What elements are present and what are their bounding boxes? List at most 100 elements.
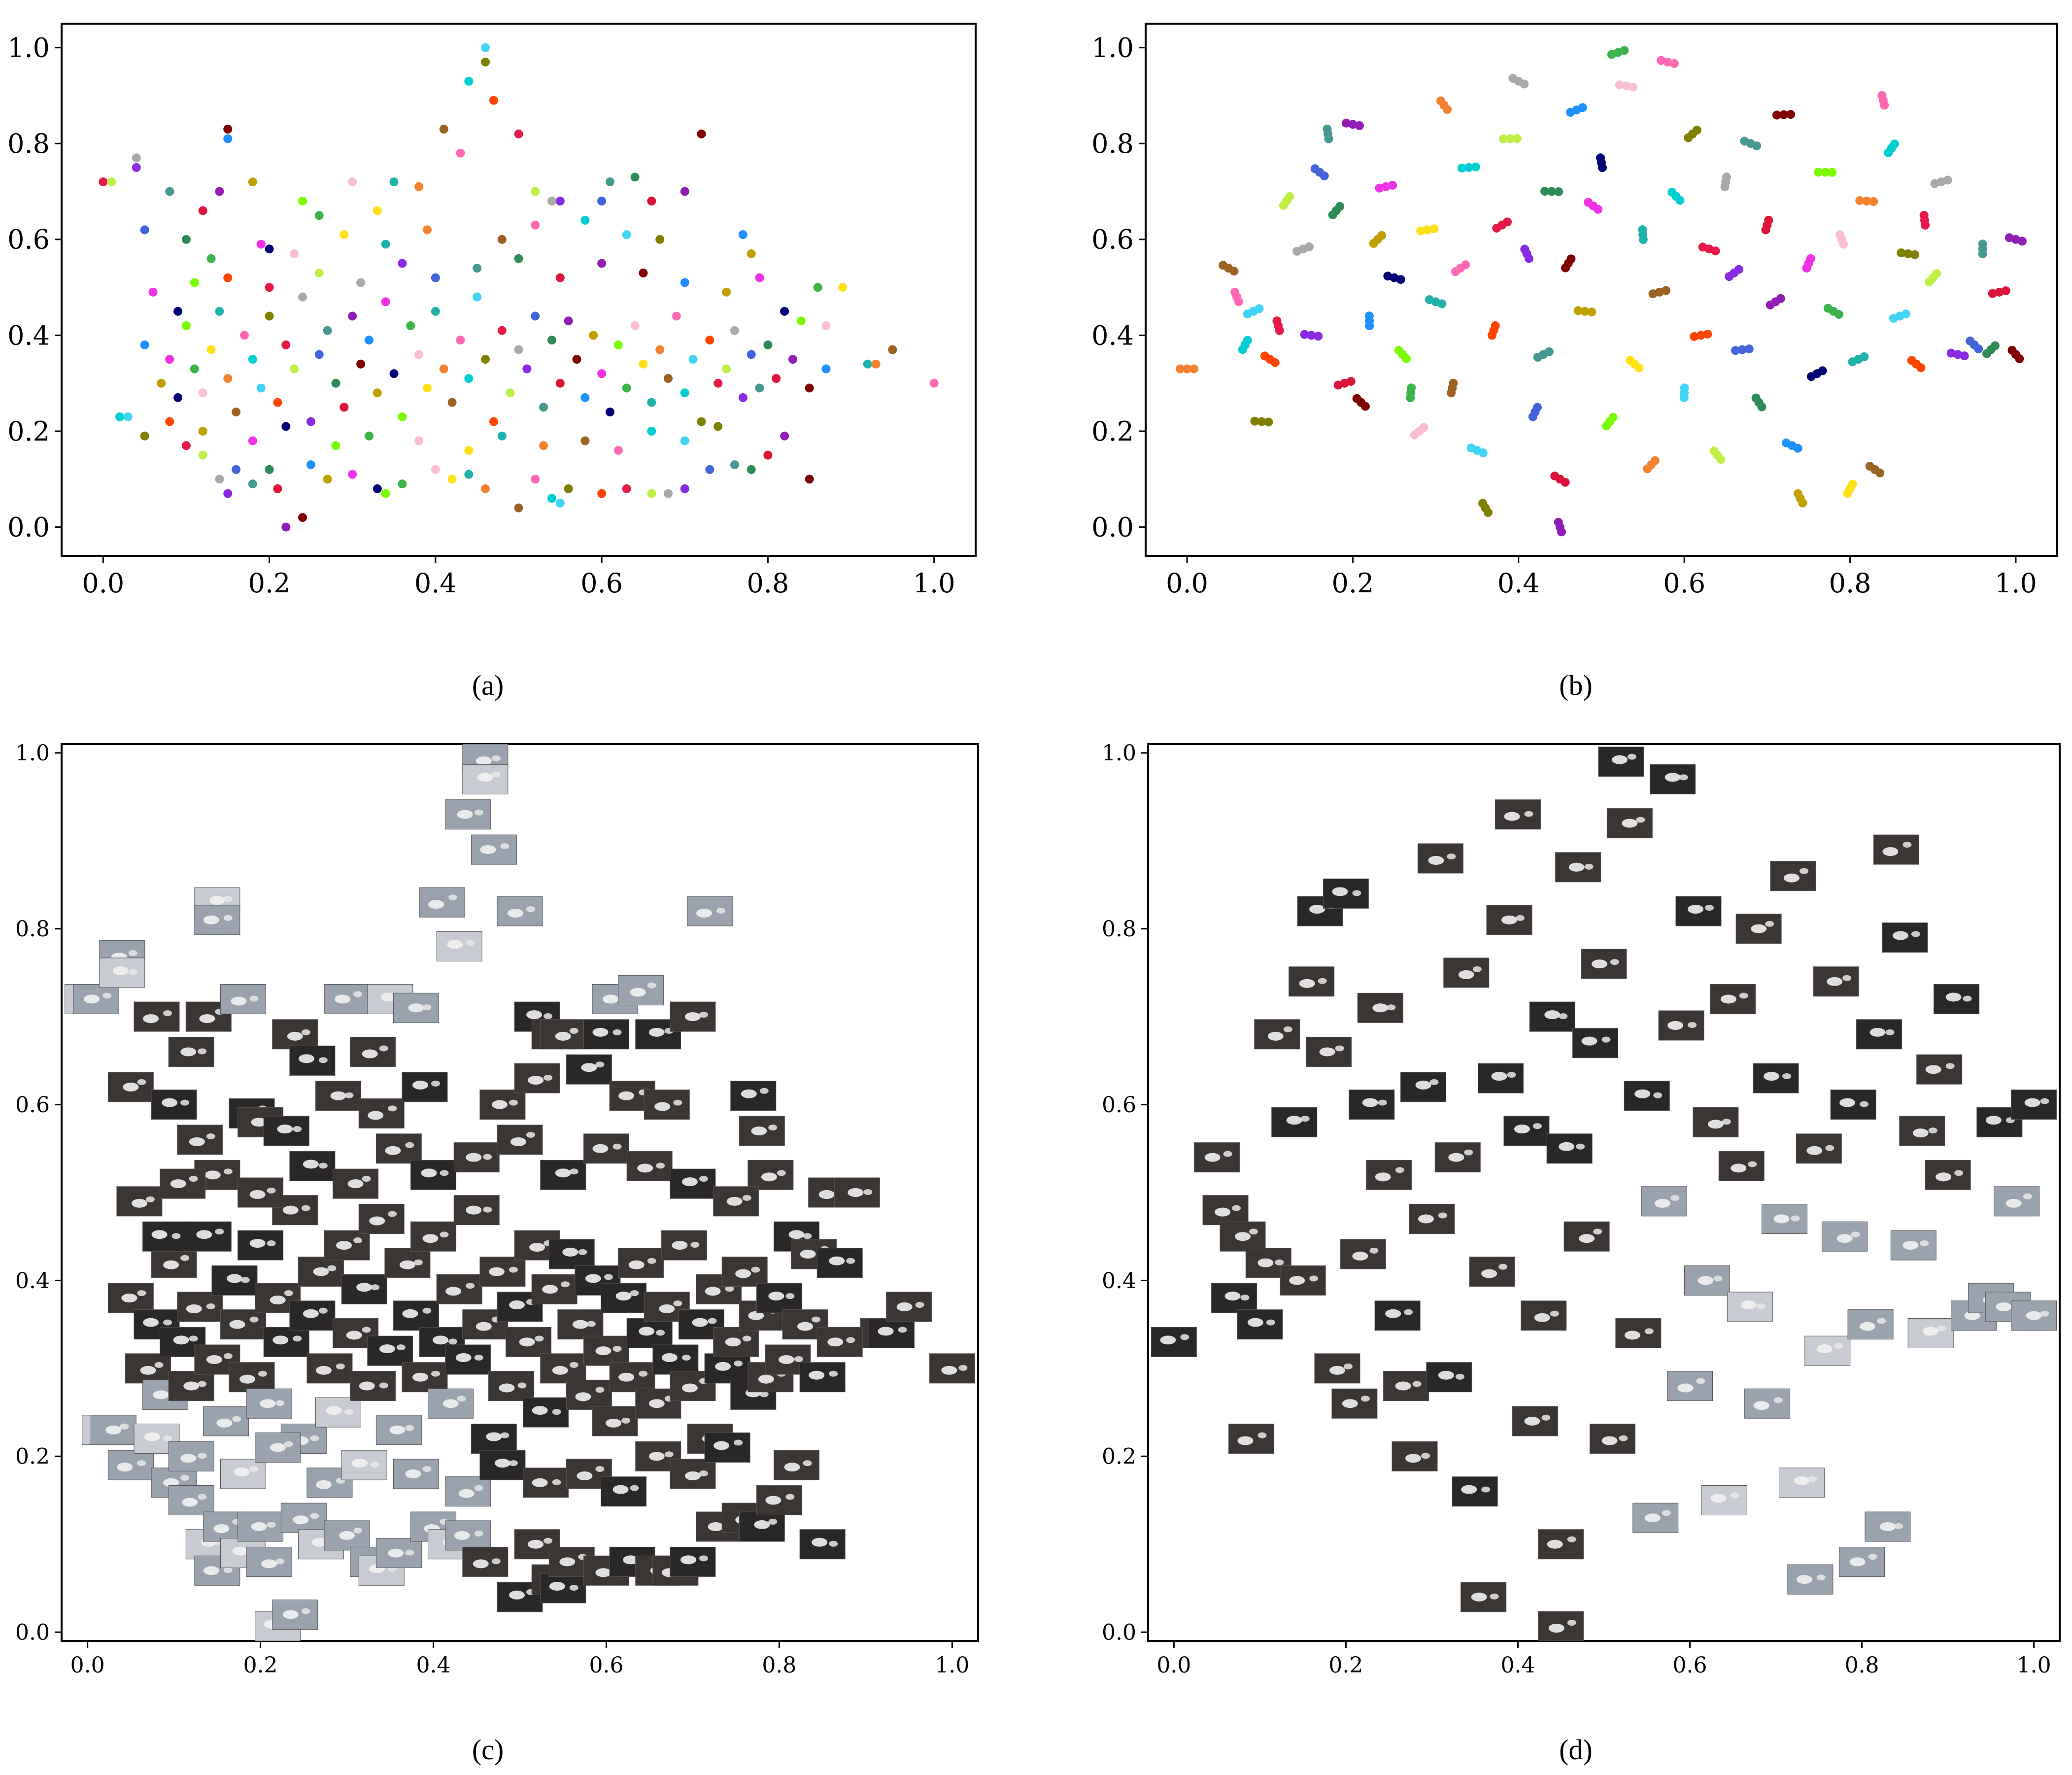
point-b-49-0 [1615, 80, 1624, 90]
y-tick-label-a-0: 0.0 [7, 512, 50, 543]
point-a-2 [132, 153, 141, 163]
point-a-15 [314, 211, 324, 220]
point-a-26 [514, 129, 523, 138]
x-tick-label-d-0: 0.0 [1156, 1653, 1191, 1678]
thumbnail-c-75 [540, 1573, 586, 1604]
axes-c: 0.0 0.2 0.4 0.6 0.8 1.0 0.0 0.2 0.4 0.6 0.8 1.0 [15, 741, 969, 1678]
point-b-71-2 [1802, 264, 1811, 273]
thumbnail-d-69 [1778, 1468, 1825, 1498]
point-b-22-2 [1406, 393, 1415, 403]
thumbnail-d-38 [1521, 1300, 1567, 1331]
thumbnail-d-28 [1434, 1142, 1481, 1173]
y-tick-label-d-4: 0.8 [1102, 917, 1136, 942]
thumbnail-c-16 [324, 984, 370, 1014]
thumbnail-c-122 [410, 1221, 457, 1252]
point-b-46-2 [1597, 163, 1607, 172]
thumbnail-c-162 [756, 1283, 802, 1313]
point-a-71 [481, 484, 490, 493]
point-a-42 [821, 321, 831, 330]
point-b-78-2 [1869, 197, 1878, 206]
point-a-183 [314, 268, 324, 277]
thumbnail-c-157 [713, 1327, 759, 1357]
thumbnail-c-167 [168, 1441, 214, 1471]
y-tick-label-d-0: 0.0 [1102, 1620, 1136, 1645]
point-a-96 [215, 307, 224, 316]
point-a-173 [464, 445, 474, 455]
point-a-31 [606, 177, 614, 187]
point-b-63-0 [1744, 344, 1754, 354]
point-a-182 [265, 283, 274, 292]
point-a-100 [248, 355, 257, 364]
thumbnail-d-94 [2011, 1300, 2057, 1331]
point-a-135 [539, 403, 548, 412]
point-b-88-0 [1946, 348, 1956, 358]
point-a-169 [281, 422, 291, 431]
point-a-48 [115, 412, 125, 421]
point-b-94-2 [2015, 354, 2024, 363]
point-b-91-2 [1982, 349, 1992, 358]
point-b-82-2 [1889, 313, 1898, 323]
point-a-6 [181, 235, 191, 244]
thumbnail-d-49 [1606, 808, 1653, 839]
thumbnail-d-71 [1796, 1133, 1842, 1164]
thumbnail-c-173 [445, 1476, 491, 1507]
thumbnail-d-86 [1925, 1160, 1971, 1190]
thumbnail-d-73 [1813, 966, 1859, 997]
thumbnail-c-35 [687, 896, 733, 926]
point-a-201 [423, 225, 432, 235]
point-a-195 [173, 307, 183, 316]
thumbnail-c-32 [618, 975, 664, 1006]
thumbnail-c-169 [255, 1432, 301, 1463]
thumbnail-d-27 [1426, 1362, 1472, 1393]
thumbnail-d-80 [1873, 834, 1919, 865]
point-a-93 [190, 364, 199, 374]
point-a-190 [597, 259, 607, 268]
thumbnail-d-72 [1804, 1335, 1851, 1366]
thumbnail-c-180 [704, 1432, 750, 1463]
point-a-70 [464, 470, 474, 479]
y-tick-label-b-5: 1.0 [1091, 33, 1134, 64]
point-a-37 [747, 249, 756, 259]
point-a-95 [206, 345, 216, 354]
thumbnail-c-34 [670, 1001, 716, 1032]
point-a-203 [531, 220, 540, 230]
thumbnail-d-59 [1693, 1107, 1739, 1137]
point-a-186 [431, 273, 440, 282]
x-tick-label-a-3: 0.6 [580, 568, 623, 599]
y-tick-label-a-3: 0.6 [7, 224, 50, 255]
thumbnail-c-200 [358, 1098, 405, 1128]
y-tick-label-a-1: 0.2 [7, 416, 50, 447]
thumbnail-c-102 [238, 1230, 284, 1261]
thumbnail-d-58 [1684, 1265, 1730, 1296]
point-a-161 [755, 383, 764, 393]
point-a-62 [306, 460, 315, 470]
thumbnail-d-23 [1392, 1441, 1438, 1471]
point-a-187 [473, 264, 482, 273]
x-tick-label-b-2: 0.4 [1497, 568, 1540, 599]
x-tick-label-d-4: 0.8 [1845, 1653, 1879, 1678]
point-b-19-1 [1381, 182, 1391, 191]
point-b-45-2 [1594, 205, 1603, 214]
thumbnail-c-7 [168, 1037, 214, 1067]
thumbnail-c-179 [670, 1459, 716, 1489]
thumbnail-d-65 [1744, 1388, 1791, 1419]
point-b-5-1 [1257, 417, 1266, 426]
thumbnail-c-186 [410, 1160, 457, 1190]
thumbnail-c-194 [116, 1186, 163, 1217]
point-b-48-2 [1607, 50, 1616, 59]
thumbnail-d-33 [1478, 1063, 1524, 1093]
thumbnail-c-185 [375, 1133, 422, 1164]
thumbnail-c-192 [670, 1168, 716, 1199]
thumbnail-c-70 [445, 1520, 491, 1551]
point-b-63-1 [1737, 345, 1747, 354]
point-a-27 [531, 187, 540, 196]
point-b-89-2 [1974, 344, 1983, 353]
y-tick-label-d-1: 0.2 [1102, 1444, 1136, 1469]
point-b-70-2 [1798, 498, 1807, 508]
point-b-34-1 [1506, 134, 1515, 143]
point-a-22 [464, 76, 474, 86]
thumbnail-d-56 [1667, 1371, 1713, 1401]
point-a-204 [580, 215, 590, 225]
point-b-59-2 [1711, 246, 1720, 256]
